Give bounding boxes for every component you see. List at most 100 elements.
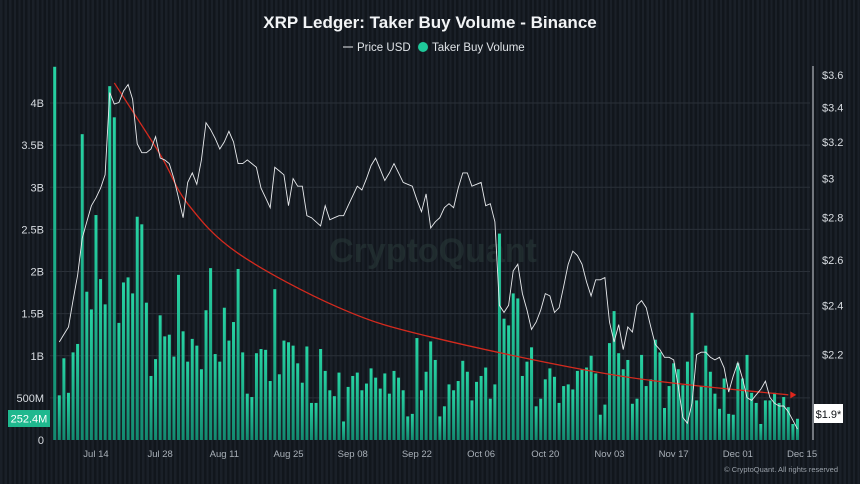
volume-bar bbox=[708, 371, 712, 440]
volume-bar bbox=[470, 400, 474, 440]
volume-bar bbox=[676, 369, 680, 440]
volume-bar bbox=[213, 354, 217, 440]
volume-bar bbox=[607, 343, 611, 440]
volume-bar bbox=[777, 402, 781, 440]
volume-bar bbox=[121, 282, 125, 440]
volume-bar bbox=[351, 375, 355, 440]
legend-volume-label[interactable]: Taker Buy Volume bbox=[432, 42, 525, 54]
volume-bar bbox=[750, 392, 754, 440]
volume-bar bbox=[328, 390, 332, 440]
volume-bar bbox=[337, 372, 341, 440]
volume-bar bbox=[131, 293, 135, 440]
volume-bar bbox=[167, 334, 171, 440]
volume-bar bbox=[484, 367, 488, 440]
volume-bar bbox=[663, 407, 667, 440]
volume-bar bbox=[397, 377, 401, 440]
trend-arrow-icon bbox=[790, 391, 797, 399]
x-tick-label: Sep 08 bbox=[338, 449, 368, 460]
volume-bar bbox=[176, 274, 180, 440]
volume-bar bbox=[429, 341, 433, 440]
volume-bar bbox=[667, 386, 671, 440]
volume-bar bbox=[704, 345, 708, 440]
x-tick-label: Aug 11 bbox=[210, 449, 239, 460]
last-volume-badge: 252.4M bbox=[8, 410, 50, 427]
volume-bar bbox=[199, 369, 203, 440]
price-line bbox=[58, 83, 798, 430]
volume-bar bbox=[452, 390, 456, 440]
x-tick-label: Jul 14 bbox=[83, 449, 108, 460]
last-price-badge: $1.9* bbox=[814, 404, 843, 423]
volume-bar bbox=[768, 400, 772, 440]
volume-bar bbox=[277, 374, 281, 440]
volume-bar bbox=[782, 397, 786, 440]
volume-bar bbox=[309, 402, 313, 440]
x-axis: Jul 14 Jul 28 Aug 11 Aug 25 Sep 08 Sep 22 Oct … bbox=[83, 449, 817, 460]
left-y-tick-label: 500M bbox=[16, 393, 44, 405]
legend-price-label[interactable]: Price USD bbox=[357, 42, 411, 54]
volume-bar bbox=[374, 377, 378, 440]
volume-bar bbox=[291, 345, 295, 440]
volume-bar bbox=[763, 400, 767, 440]
volume-bar bbox=[580, 369, 584, 440]
volume-bar bbox=[502, 318, 506, 440]
last-price-value: $1.9* bbox=[816, 409, 842, 421]
right-y-tick-label: $3.4 bbox=[822, 102, 843, 114]
volume-bar bbox=[690, 312, 694, 440]
volume-bar bbox=[557, 402, 561, 440]
volume-bar bbox=[552, 376, 556, 440]
volume-bar bbox=[406, 416, 410, 440]
volume-bar bbox=[589, 355, 593, 440]
volume-bar bbox=[731, 414, 735, 440]
volume-bar bbox=[195, 345, 199, 440]
volume-bar bbox=[76, 343, 80, 440]
volume-bar bbox=[323, 370, 327, 440]
left-y-tick-label: 3B bbox=[31, 182, 44, 194]
volume-bar bbox=[387, 393, 391, 440]
volume-bar bbox=[236, 268, 240, 440]
x-tick-label: Nov 17 bbox=[659, 449, 689, 460]
volume-bar bbox=[598, 414, 602, 440]
x-tick-label: Oct 20 bbox=[531, 449, 559, 460]
volume-bar bbox=[699, 386, 703, 440]
volume-bar bbox=[346, 386, 350, 440]
volume-bar bbox=[222, 307, 226, 440]
volume-bar bbox=[218, 361, 222, 440]
volume-bar bbox=[681, 385, 685, 440]
legend-volume-dot-icon bbox=[418, 42, 428, 52]
right-y-axis: $2.2 $2.4 $2.6 $2.8 $3 $3.2 $3.4 $3.6 bbox=[822, 70, 843, 362]
volume-bar bbox=[493, 384, 497, 440]
right-y-tick-label: $2.6 bbox=[822, 255, 843, 267]
volume-bar bbox=[543, 379, 547, 440]
x-tick-label: Sep 22 bbox=[402, 449, 432, 460]
right-y-tick-label: $3 bbox=[822, 174, 834, 186]
volume-bar bbox=[415, 338, 419, 440]
volume-bar bbox=[465, 371, 469, 440]
volume-bar bbox=[497, 233, 501, 440]
left-y-tick-label: 2.5B bbox=[21, 224, 44, 236]
volume-bar bbox=[144, 302, 148, 440]
volume-bar bbox=[296, 363, 300, 440]
volume-bar bbox=[232, 322, 236, 440]
volume-bar bbox=[585, 367, 589, 440]
right-y-tick-label: $3.2 bbox=[822, 137, 843, 149]
volume-bar bbox=[135, 216, 139, 440]
volume-bar bbox=[736, 363, 740, 440]
volume-bar bbox=[108, 86, 112, 441]
volume-bar bbox=[461, 360, 465, 440]
volume-bar bbox=[140, 224, 144, 440]
right-y-tick-label: $2.2 bbox=[822, 350, 843, 362]
volume-bar bbox=[259, 349, 263, 440]
last-volume-value: 252.4M bbox=[11, 414, 48, 426]
volume-bar bbox=[172, 356, 176, 440]
volume-bar bbox=[795, 418, 799, 440]
left-y-tick-label: 4B bbox=[31, 98, 44, 110]
volume-bar bbox=[630, 403, 634, 440]
volume-bar bbox=[245, 393, 249, 440]
x-tick-label: Dec 01 bbox=[723, 449, 753, 460]
volume-bar bbox=[566, 384, 570, 440]
volume-bar bbox=[364, 383, 368, 440]
volume-bar bbox=[314, 402, 318, 440]
volume-bar bbox=[438, 416, 442, 440]
volume-bar bbox=[250, 397, 254, 440]
volume-bar bbox=[282, 340, 286, 440]
